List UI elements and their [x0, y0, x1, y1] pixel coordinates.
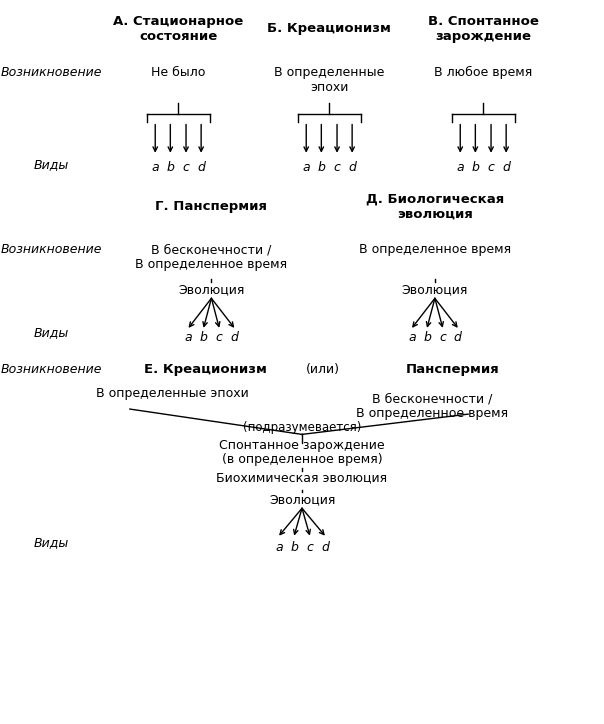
Text: Д. Биологическая
эволюция: Д. Биологическая эволюция: [366, 193, 504, 220]
Text: Не было: Не было: [151, 66, 205, 79]
Text: Эволюция: Эволюция: [269, 493, 335, 506]
Text: (или): (или): [306, 363, 340, 376]
Text: b: b: [423, 331, 431, 344]
Text: В определенные эпохи: В определенные эпохи: [96, 387, 248, 400]
Text: a: a: [152, 161, 159, 174]
Text: a: a: [408, 331, 416, 344]
Text: В любое время: В любое время: [434, 66, 532, 79]
Text: Возникновение: Возникновение: [1, 243, 102, 256]
Text: Б. Креационизм: Б. Креационизм: [267, 22, 391, 35]
Text: a: a: [303, 161, 310, 174]
Text: d: d: [321, 541, 329, 554]
Text: Спонтанное зарождение
(в определенное время): Спонтанное зарождение (в определенное вр…: [219, 439, 385, 466]
Text: b: b: [290, 541, 298, 554]
Text: Эволюция: Эволюция: [402, 283, 468, 296]
Text: d: d: [348, 161, 356, 174]
Text: Возникновение: Возникновение: [1, 363, 102, 376]
Text: a: a: [185, 331, 192, 344]
Text: c: c: [182, 161, 190, 174]
Text: d: d: [197, 161, 205, 174]
Text: c: c: [439, 331, 446, 344]
Text: d: d: [230, 331, 239, 344]
Text: b: b: [166, 161, 175, 174]
Text: Виды: Виды: [34, 327, 69, 340]
Text: В бесконечности /
В определенное время: В бесконечности / В определенное время: [356, 392, 508, 420]
Text: a: a: [457, 161, 464, 174]
Text: a: a: [275, 541, 283, 554]
Text: b: b: [471, 161, 480, 174]
Text: В. Спонтанное
зарождение: В. Спонтанное зарождение: [428, 15, 539, 43]
Text: Е. Креационизм: Е. Креационизм: [144, 363, 267, 376]
Text: Панспермия: Панспермия: [406, 363, 500, 376]
Text: b: b: [199, 331, 208, 344]
Text: Виды: Виды: [34, 159, 69, 172]
Text: c: c: [306, 541, 313, 554]
Text: Виды: Виды: [34, 536, 69, 550]
Text: Возникновение: Возникновение: [1, 66, 102, 79]
Text: А. Стационарное
состояние: А. Стационарное состояние: [113, 15, 243, 43]
Text: (подразумевается): (подразумевается): [243, 421, 361, 434]
Text: Эволюция: Эволюция: [178, 283, 245, 296]
Text: В бесконечности /
В определенное время: В бесконечности / В определенное время: [135, 243, 288, 271]
Text: b: b: [317, 161, 326, 174]
Text: c: c: [333, 161, 341, 174]
Text: d: d: [454, 331, 462, 344]
Text: c: c: [487, 161, 495, 174]
Text: c: c: [216, 331, 223, 344]
Text: В определенные
эпохи: В определенные эпохи: [274, 66, 384, 93]
Text: d: d: [502, 161, 510, 174]
Text: Биохимическая эволюция: Биохимическая эволюция: [216, 471, 388, 484]
Text: В определенное время: В определенное время: [359, 243, 511, 256]
Text: Г. Панспермия: Г. Панспермия: [155, 200, 268, 213]
